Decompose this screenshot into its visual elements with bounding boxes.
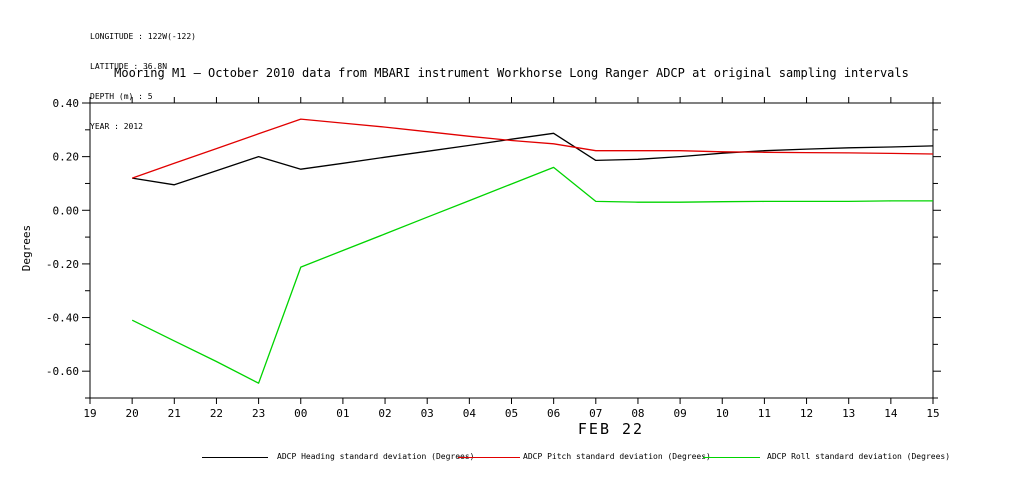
x-tick-label: 01 — [336, 407, 349, 420]
meta-longitude: LONGITUDE : 122W(-122) — [90, 32, 196, 41]
series-line-1 — [131, 118, 934, 179]
x-tick-label: 23 — [252, 407, 265, 420]
x-tick-label: 20 — [126, 407, 139, 420]
x-tick-label: 19 — [83, 407, 96, 420]
x-tick-label: 02 — [378, 407, 391, 420]
series-line-0 — [132, 132, 934, 186]
y-tick-label: 0.00 — [53, 204, 80, 217]
y-tick-label: -0.20 — [46, 258, 79, 271]
x-tick-label: 07 — [589, 407, 602, 420]
x-axis-date-label: FEB 22 — [577, 420, 645, 438]
y-tick-label: -0.60 — [46, 365, 79, 378]
legend-label-heading: ADCP Heading standard deviation (Degrees… — [277, 452, 475, 461]
x-tick-label: 03 — [421, 407, 434, 420]
series-line-2 — [131, 166, 933, 384]
y-axis-ticks: 0.40 0.20 0.00 -0.20 -0.40 -0.60 — [46, 97, 941, 399]
x-tick-label: 14 — [884, 407, 898, 420]
x-tick-label: 11 — [758, 407, 771, 420]
meta-depth: DEPTH (m) : 5 — [90, 92, 153, 101]
legend-line-heading — [202, 457, 268, 458]
x-tick-label: 05 — [505, 407, 518, 420]
x-tick-label: 22 — [210, 407, 223, 420]
legend-line-roll — [703, 457, 760, 458]
x-tick-label: 06 — [547, 407, 560, 420]
y-axis-label: Degrees — [20, 224, 33, 272]
x-axis-ticks: 19 20 21 22 23 00 01 02 03 04 05 06 07 08 09 10 11 12 13 14… — [83, 97, 940, 420]
meta-latitude: LATITUDE : 36.8N — [90, 62, 168, 71]
x-tick-label: 09 — [673, 407, 686, 420]
legend-label-roll: ADCP Roll standard deviation (Degrees) — [767, 452, 951, 461]
y-tick-label: 0.20 — [53, 151, 80, 164]
legend-label-pitch: ADCP Pitch standard deviation (Degrees) — [523, 452, 711, 461]
x-tick-label: 15 — [926, 407, 939, 420]
x-tick-label: 21 — [168, 407, 181, 420]
x-tick-label: 08 — [631, 407, 644, 420]
plot-border — [89, 102, 934, 399]
x-tick-label: 00 — [294, 407, 307, 420]
legend-line-pitch — [458, 457, 520, 458]
y-tick-label: 0.40 — [53, 97, 80, 110]
header-metadata: LONGITUDE : 122W(-122) LATITUDE : 36.8N … — [90, 12, 196, 152]
chart-title: Mooring M1 — October 2010 data from MBAR… — [114, 66, 909, 80]
y-tick-label: -0.40 — [46, 312, 79, 325]
x-tick-label: 13 — [842, 407, 855, 420]
meta-year: YEAR : 2012 — [90, 122, 143, 131]
x-tick-label: 12 — [800, 407, 813, 420]
x-tick-label: 10 — [716, 407, 729, 420]
x-tick-label: 04 — [463, 407, 477, 420]
